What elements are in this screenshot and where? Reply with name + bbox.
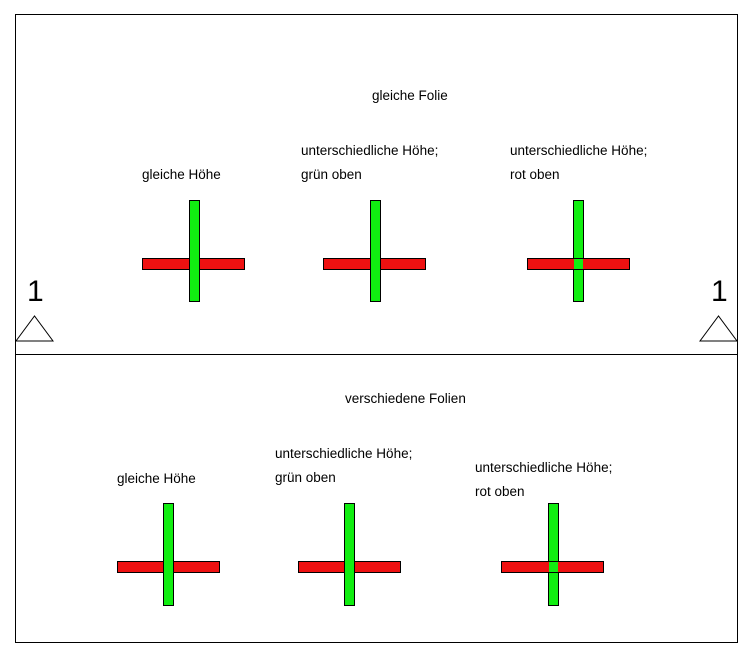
outer-frame xyxy=(15,14,738,643)
support-label-right: 1 xyxy=(711,275,728,308)
cross-label-top-3-line2: rot oben xyxy=(510,167,560,182)
cross-top-green-on-top xyxy=(323,200,426,302)
support-triangle-left xyxy=(15,315,54,342)
green-bar xyxy=(344,503,355,606)
cross-label-bottom-2-line1: unterschiedliche Höhe; xyxy=(275,446,413,461)
green-bar xyxy=(548,503,559,606)
overlap-patch xyxy=(549,562,558,572)
cross-top-equal xyxy=(142,200,245,302)
section-title-bottom: verschiedene Folien xyxy=(345,391,466,406)
cross-label-bottom-3-line2: rot oben xyxy=(475,484,525,499)
cross-label-bottom-2-line2: grün oben xyxy=(275,470,336,485)
cross-label-bottom-3-line1: unterschiedliche Höhe; xyxy=(475,460,613,475)
cross-bottom-red-on-top xyxy=(501,503,604,606)
support-label-left: 1 xyxy=(27,275,44,308)
section-title-top: gleiche Folie xyxy=(372,88,448,103)
green-bar xyxy=(163,503,174,606)
support-triangle-right xyxy=(699,315,738,342)
cross-label-top-1-line1: gleiche Höhe xyxy=(142,167,221,182)
green-bar xyxy=(573,200,584,302)
cross-label-top-2-line1: unterschiedliche Höhe; xyxy=(301,143,439,158)
green-bar xyxy=(370,200,381,302)
cross-label-top-3-line1: unterschiedliche Höhe; xyxy=(510,143,648,158)
green-bar xyxy=(189,200,200,302)
overlap-patch xyxy=(574,259,583,269)
cross-top-red-on-top xyxy=(527,200,630,302)
cross-label-bottom-1-line1: gleiche Höhe xyxy=(117,471,196,486)
cross-bottom-green-on-top xyxy=(298,503,401,606)
cross-label-top-2-line2: grün oben xyxy=(301,167,362,182)
cross-bottom-equal xyxy=(117,503,220,606)
